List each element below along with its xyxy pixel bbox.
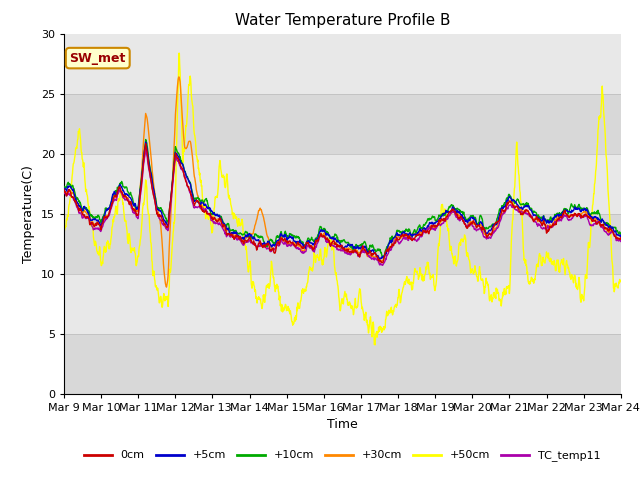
+5cm xyxy=(171,158,179,164)
+5cm xyxy=(429,222,437,228)
+5cm xyxy=(376,256,383,262)
Line: +50cm: +50cm xyxy=(64,53,621,345)
+10cm xyxy=(60,183,68,189)
+30cm xyxy=(175,74,183,80)
+30cm xyxy=(185,139,193,144)
+50cm xyxy=(246,264,254,269)
0cm xyxy=(429,223,437,229)
0cm xyxy=(60,186,68,192)
+10cm xyxy=(184,176,192,182)
+5cm xyxy=(617,234,625,240)
+10cm xyxy=(379,255,387,261)
+10cm xyxy=(142,137,150,143)
+30cm xyxy=(171,132,179,137)
0cm xyxy=(379,260,387,265)
+10cm xyxy=(617,231,625,237)
+50cm xyxy=(170,220,178,226)
Bar xyxy=(64,214,621,274)
+50cm xyxy=(617,278,625,284)
+50cm xyxy=(552,268,559,274)
Y-axis label: Temperature(C): Temperature(C) xyxy=(22,165,35,263)
+10cm xyxy=(552,213,559,219)
+50cm xyxy=(371,342,379,348)
TC_temp11 xyxy=(184,185,192,191)
Legend: 0cm, +5cm, +10cm, +30cm, +50cm, TC_temp11: 0cm, +5cm, +10cm, +30cm, +50cm, TC_temp1… xyxy=(79,446,605,466)
0cm xyxy=(502,204,510,209)
Bar xyxy=(64,34,621,94)
0cm xyxy=(142,141,150,146)
+50cm xyxy=(184,92,192,98)
+10cm xyxy=(246,234,254,240)
TC_temp11 xyxy=(171,162,179,168)
+50cm xyxy=(175,50,183,56)
TC_temp11 xyxy=(429,227,437,232)
+50cm xyxy=(502,285,510,291)
+10cm xyxy=(429,215,437,220)
Line: +5cm: +5cm xyxy=(64,142,621,259)
X-axis label: Time: Time xyxy=(327,418,358,431)
+30cm xyxy=(429,226,437,231)
Text: SW_met: SW_met xyxy=(70,51,126,65)
TC_temp11 xyxy=(552,219,559,225)
+5cm xyxy=(184,177,192,182)
TC_temp11 xyxy=(379,263,387,268)
Line: +30cm: +30cm xyxy=(64,77,621,287)
+30cm xyxy=(617,237,625,242)
+30cm xyxy=(502,205,510,211)
TC_temp11 xyxy=(246,239,254,245)
TC_temp11 xyxy=(142,146,150,152)
+10cm xyxy=(171,154,179,159)
+10cm xyxy=(502,196,510,202)
TC_temp11 xyxy=(502,206,510,212)
+5cm xyxy=(60,186,68,192)
+30cm xyxy=(60,189,68,194)
+5cm xyxy=(502,199,510,205)
+50cm xyxy=(60,232,68,238)
Bar xyxy=(64,154,621,214)
TC_temp11 xyxy=(60,190,68,196)
Line: TC_temp11: TC_temp11 xyxy=(64,149,621,265)
+30cm xyxy=(163,284,170,290)
+50cm xyxy=(429,274,437,280)
Bar xyxy=(64,94,621,154)
Line: +10cm: +10cm xyxy=(64,140,621,258)
+30cm xyxy=(247,232,255,238)
0cm xyxy=(171,158,179,164)
+30cm xyxy=(552,218,559,224)
0cm xyxy=(184,184,192,190)
Bar xyxy=(64,334,621,394)
Title: Water Temperature Profile B: Water Temperature Profile B xyxy=(235,13,450,28)
0cm xyxy=(552,222,559,228)
+5cm xyxy=(552,214,559,220)
TC_temp11 xyxy=(617,239,625,244)
0cm xyxy=(246,236,254,242)
Bar xyxy=(64,274,621,334)
+5cm xyxy=(246,233,254,239)
Line: 0cm: 0cm xyxy=(64,144,621,263)
+5cm xyxy=(142,139,150,145)
0cm xyxy=(617,236,625,242)
